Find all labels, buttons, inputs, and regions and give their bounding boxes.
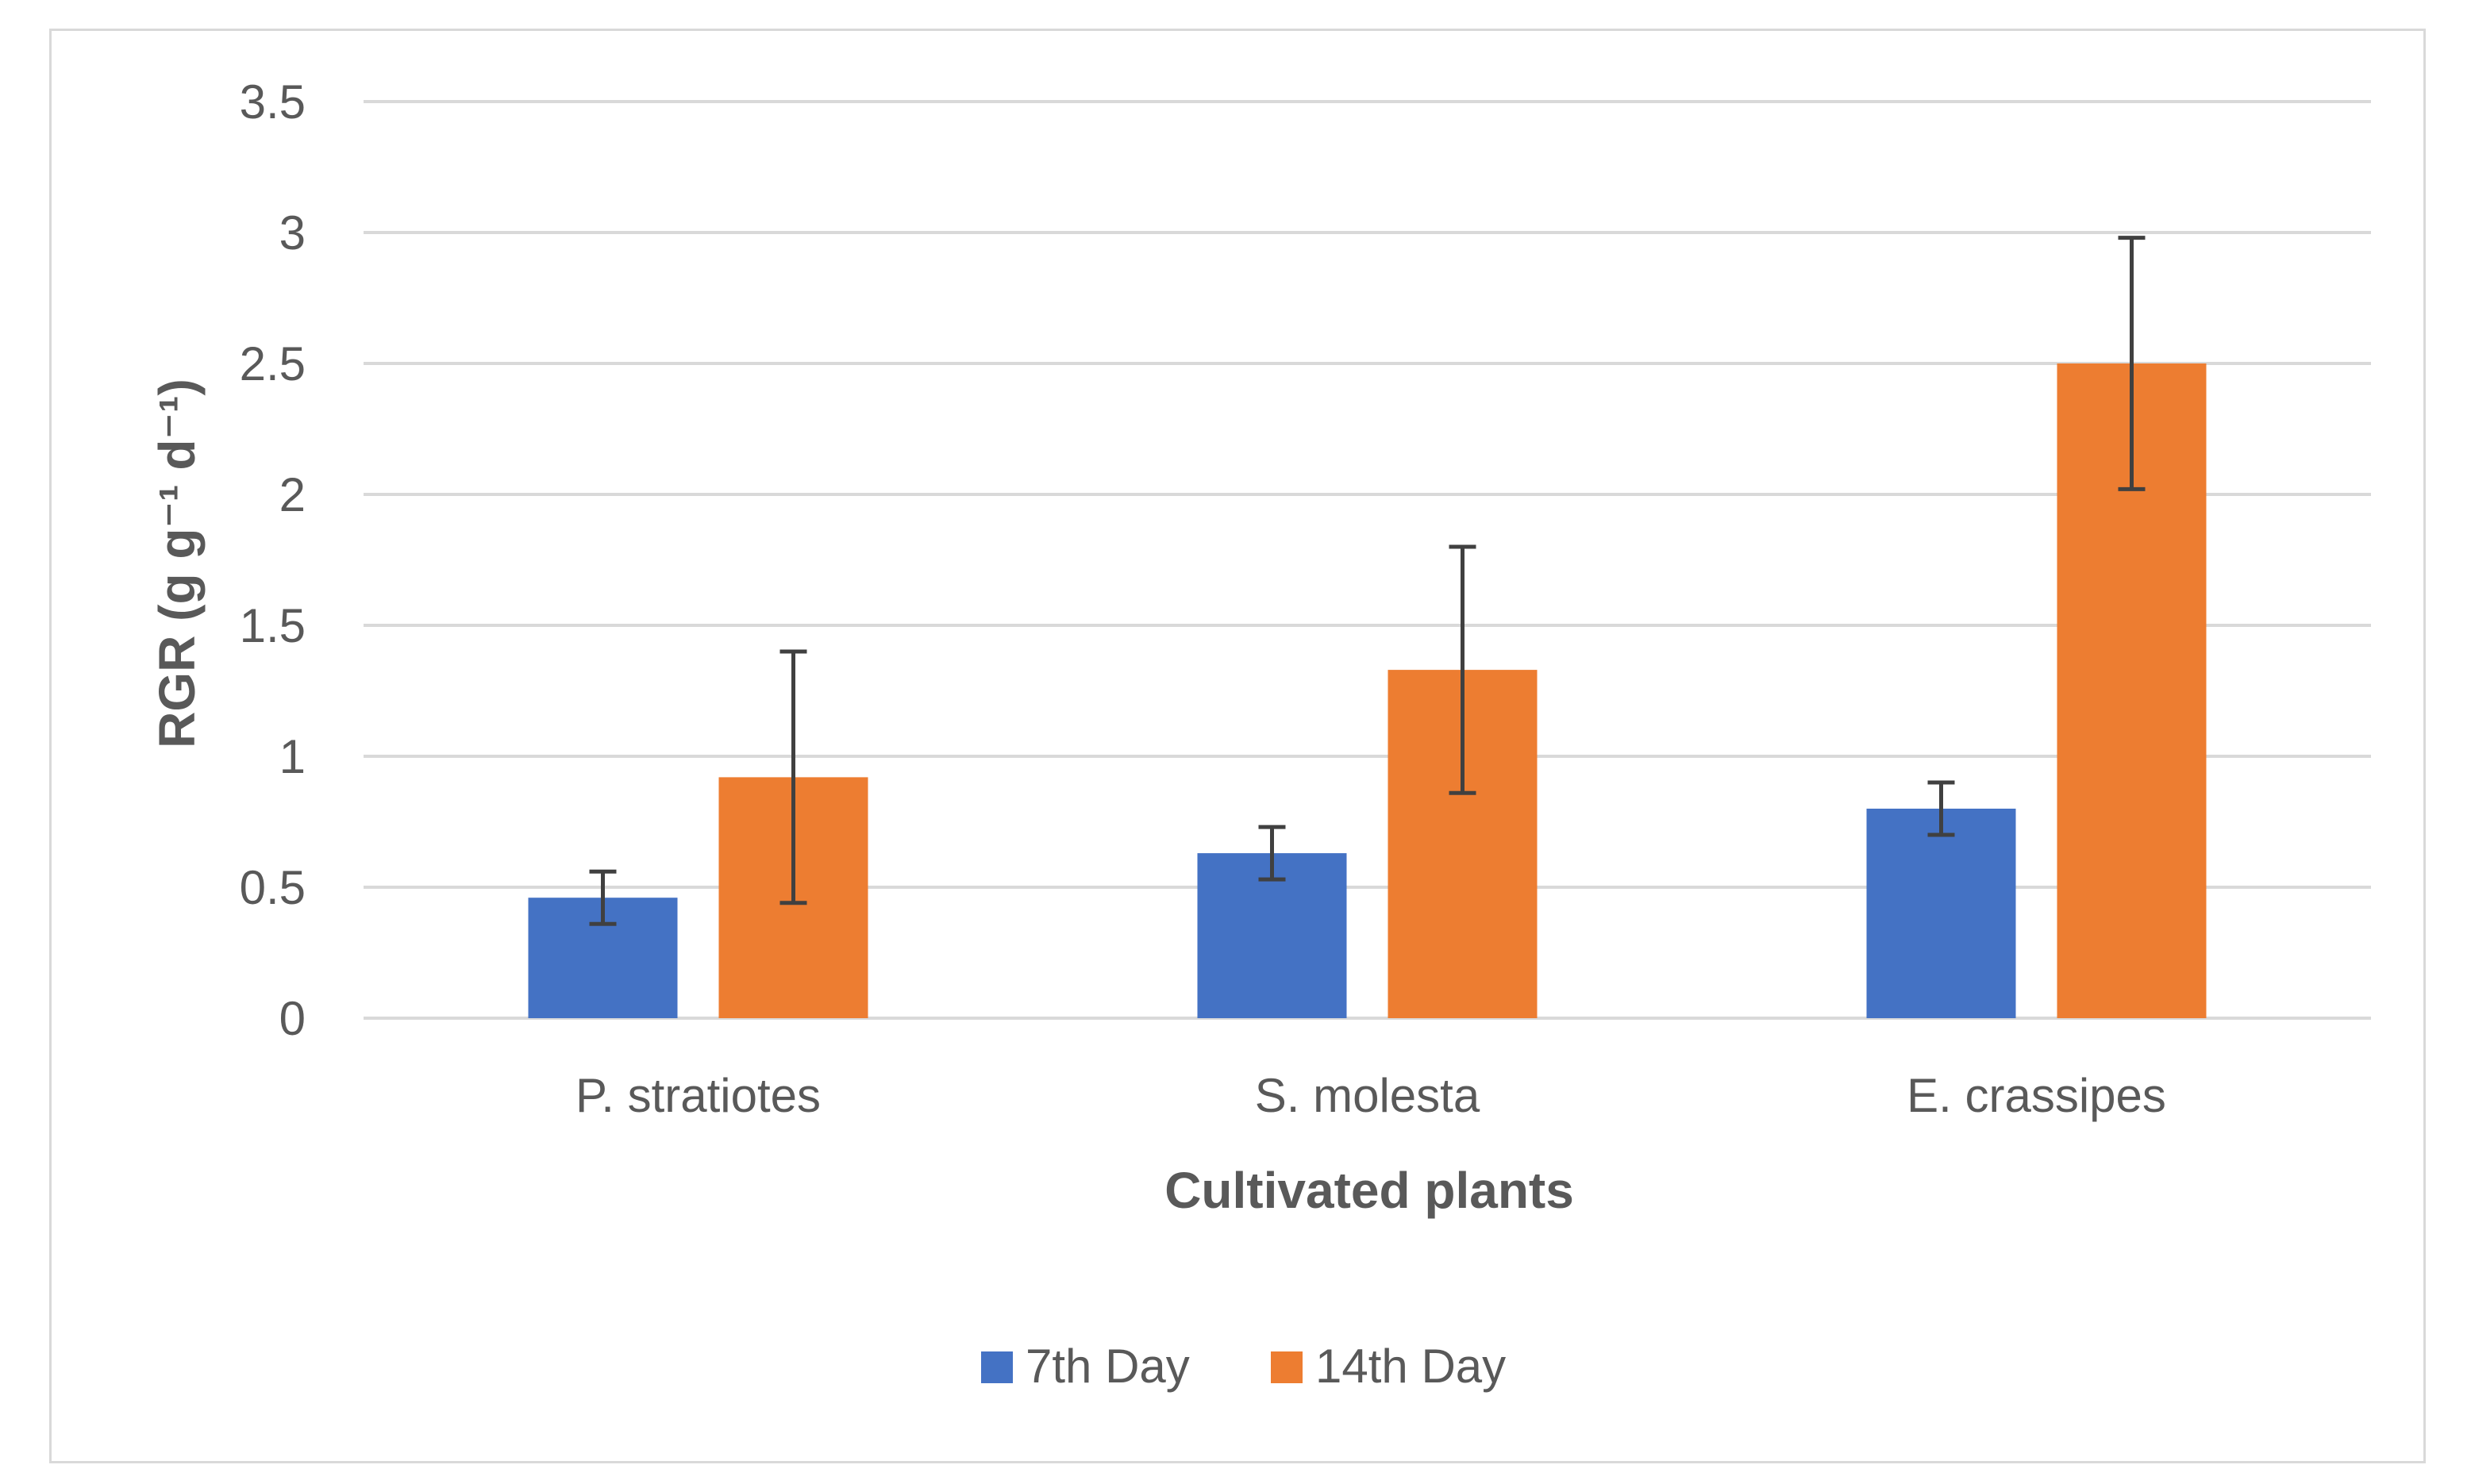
legend: 7th Day 14th Day [981, 1340, 1506, 1393]
y-tick-label: 0.5 [240, 861, 306, 914]
legend-label-14th-day: 14th Day [1315, 1340, 1506, 1393]
y-tick-label: 1.5 [240, 599, 306, 652]
y-tick-label: 3 [279, 206, 306, 260]
y-axis-title: RGR (g g⁻¹ d⁻¹) [148, 379, 206, 748]
x-axis-ticks: P. stratiotes S. molesta E. crassipes [575, 1069, 2166, 1122]
gridlines [364, 100, 2371, 1020]
bars [528, 363, 2207, 1018]
x-tick-label: E. crassipes [1907, 1069, 2166, 1122]
x-tick-label: P. stratiotes [575, 1069, 821, 1122]
y-tick-label: 3.5 [240, 75, 306, 129]
x-axis-title: Cultivated plants [1164, 1162, 1574, 1219]
chart-frame [49, 29, 2426, 1463]
y-tick-label: 2 [279, 468, 306, 521]
x-tick-label: S. molesta [1255, 1069, 1480, 1122]
y-tick-label: 0 [279, 992, 306, 1045]
bar [1866, 809, 2016, 1018]
y-axis-ticks: 0 0.5 1 1.5 2 2.5 3 3.5 [240, 75, 306, 1045]
legend-label-7th-day: 7th Day [1026, 1340, 1190, 1393]
legend-swatch-7th-day [981, 1351, 1013, 1383]
error-bars [589, 236, 2146, 926]
legend-swatch-14th-day [1271, 1351, 1303, 1383]
y-tick-label: 1 [279, 730, 306, 783]
y-tick-label: 2.5 [240, 337, 306, 390]
